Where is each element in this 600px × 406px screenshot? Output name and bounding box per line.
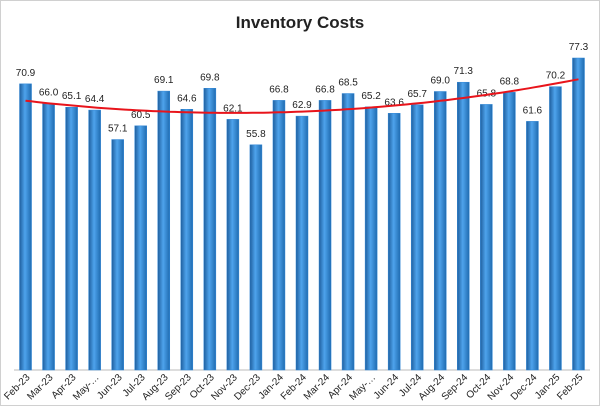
- value-label: 65.7: [407, 89, 427, 100]
- value-label: 69.1: [154, 75, 174, 86]
- bar: [526, 121, 539, 371]
- value-label: 60.5: [131, 110, 151, 121]
- value-label: 57.1: [108, 124, 128, 135]
- value-label: 66.8: [269, 84, 289, 95]
- bar: [572, 57, 585, 371]
- bar: [503, 92, 516, 371]
- bar: [364, 106, 378, 371]
- value-label: 63.6: [384, 97, 404, 108]
- value-label: 69.8: [200, 72, 220, 83]
- bar: [272, 100, 286, 371]
- value-label: 70.2: [546, 71, 566, 82]
- bar: [433, 91, 447, 371]
- value-label: 70.9: [16, 68, 36, 79]
- bar: [457, 81, 470, 371]
- value-label: 66.8: [315, 84, 335, 95]
- bar: [203, 88, 217, 371]
- chart-title: Inventory Costs: [236, 13, 364, 32]
- bar: [549, 86, 562, 371]
- bar: [387, 113, 401, 371]
- bar: [134, 125, 147, 371]
- bar: [410, 104, 424, 371]
- value-label: 65.1: [62, 91, 82, 102]
- value-label: 64.6: [177, 93, 197, 104]
- value-label: 64.4: [85, 94, 105, 105]
- bar: [480, 104, 493, 371]
- value-label: 69.0: [431, 76, 451, 87]
- bar: [65, 106, 78, 371]
- value-label: 68.8: [500, 76, 520, 87]
- value-label: 66.0: [39, 88, 59, 99]
- value-label: 61.6: [523, 105, 543, 116]
- value-label: 77.3: [569, 42, 589, 53]
- bar: [226, 119, 240, 371]
- bar: [88, 109, 101, 371]
- bar: [157, 90, 171, 371]
- value-label: 65.2: [361, 91, 381, 102]
- bar: [318, 100, 332, 371]
- value-label: 55.8: [246, 129, 266, 140]
- bar: [19, 83, 32, 371]
- value-label: 62.1: [223, 103, 243, 114]
- bar: [111, 139, 124, 371]
- bar: [42, 103, 55, 371]
- trend-line: [25, 78, 579, 114]
- value-label: 71.3: [454, 66, 474, 77]
- value-label: 62.9: [292, 100, 312, 111]
- bar: [295, 115, 309, 371]
- bar: [180, 109, 194, 371]
- bar: [341, 93, 355, 371]
- bar: [249, 144, 263, 371]
- value-label: 68.5: [338, 78, 358, 89]
